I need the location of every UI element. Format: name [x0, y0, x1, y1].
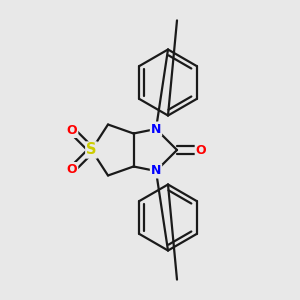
Text: S: S [86, 142, 97, 158]
Text: N: N [151, 164, 161, 178]
Text: N: N [151, 122, 161, 136]
Text: O: O [196, 143, 206, 157]
Text: O: O [67, 163, 77, 176]
Text: O: O [67, 124, 77, 137]
